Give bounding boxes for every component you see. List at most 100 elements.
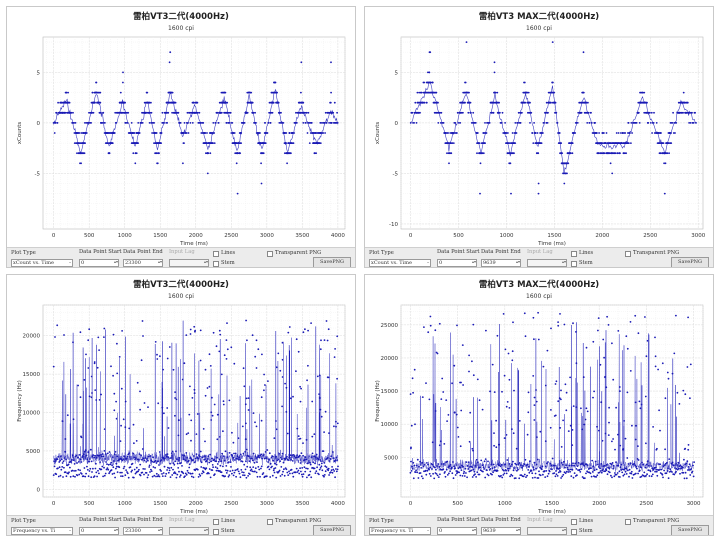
x-tick-label: 1000 (118, 501, 132, 507)
data-point (583, 477, 586, 480)
data-point (575, 406, 578, 408)
data-point (526, 463, 529, 466)
data-point (336, 335, 339, 338)
data-point (120, 387, 123, 390)
data-point (61, 420, 64, 422)
data-point (79, 469, 81, 472)
data-point (112, 456, 114, 459)
data-point (626, 457, 629, 459)
data-point (608, 471, 611, 474)
data-point (660, 468, 663, 471)
data-point (82, 475, 85, 478)
data-point (151, 475, 154, 478)
data-end-input[interactable]: 9639 ▴▾ (481, 527, 521, 535)
data-end-input[interactable]: 23300 ▴▾ (123, 259, 163, 267)
data-point (185, 433, 188, 436)
data-point (551, 41, 554, 43)
lines-checkbox[interactable] (213, 519, 219, 525)
save-png-button[interactable]: SavePNG (313, 525, 351, 535)
data-point (687, 444, 690, 446)
data-point (174, 391, 177, 393)
data-point (550, 327, 552, 330)
input-lag-input[interactable]: ▴▾ (527, 527, 567, 535)
lines-checkbox[interactable] (571, 251, 577, 257)
data-point (683, 477, 686, 480)
x-tick-label: 2500 (639, 501, 653, 507)
data-point (636, 458, 639, 460)
transparent-png-checkbox[interactable] (625, 251, 631, 257)
data-point (680, 467, 682, 470)
lines-checkbox[interactable] (213, 251, 219, 257)
data-point (224, 91, 227, 94)
transparent-png-checkbox[interactable] (625, 519, 631, 525)
data-point (214, 466, 217, 468)
data-start-input[interactable]: 0 ▴▾ (79, 259, 119, 267)
stem-checkbox[interactable] (571, 529, 577, 535)
data-point (412, 461, 415, 464)
data-point (177, 434, 180, 437)
data-start-input[interactable]: 0 ▴▾ (437, 259, 477, 267)
data-point (590, 467, 592, 469)
data-point (305, 122, 307, 124)
data-point (440, 398, 443, 400)
transparent-png-checkbox[interactable] (267, 251, 273, 257)
data-end-input[interactable]: 9639 ▴▾ (481, 259, 521, 267)
data-point (150, 111, 153, 114)
input-lag-input[interactable]: ▴▾ (169, 259, 209, 267)
data-point (659, 463, 662, 466)
input-lag-input[interactable]: ▴▾ (527, 259, 567, 267)
stem-checkbox[interactable] (571, 261, 577, 267)
data-point (322, 450, 325, 452)
data-point (325, 122, 328, 124)
data-start-input[interactable]: 0 ▴▾ (437, 527, 477, 535)
data-point (291, 454, 293, 457)
data-point (282, 122, 285, 124)
data-point (94, 454, 96, 457)
stem-checkbox[interactable] (213, 529, 219, 535)
data-point (507, 469, 510, 472)
stem-checkbox[interactable] (213, 261, 219, 267)
data-point (328, 122, 330, 124)
data-point (621, 471, 624, 474)
save-png-button[interactable]: SavePNG (671, 257, 709, 267)
data-point (228, 122, 231, 124)
data-point (449, 132, 452, 134)
save-png-button[interactable]: SavePNG (671, 525, 709, 535)
data-point (465, 461, 468, 463)
data-point (514, 142, 517, 145)
data-point (285, 457, 287, 460)
plot-type-select[interactable]: xCount vs. Time ⌄ (11, 259, 73, 267)
data-point (161, 473, 163, 475)
data-point (247, 475, 250, 477)
data-point (175, 398, 178, 401)
data-point (138, 132, 141, 134)
plot-type-select[interactable]: xCount vs. Time ⌄ (369, 259, 431, 267)
data-point (306, 379, 308, 382)
transparent-png-checkbox[interactable] (267, 519, 273, 525)
data-point (315, 470, 318, 473)
data-point (427, 91, 430, 94)
input-lag-input[interactable]: ▴▾ (169, 527, 209, 535)
data-point (201, 456, 204, 459)
data-point (669, 468, 672, 471)
data-point (141, 458, 143, 461)
data-point (230, 346, 233, 349)
data-point (414, 471, 417, 473)
data-point (162, 472, 165, 474)
lines-checkbox[interactable] (571, 519, 577, 525)
data-point (216, 463, 219, 465)
data-point (467, 461, 470, 464)
data-point (180, 462, 183, 464)
plot-type-select[interactable]: Frequency vs. Ti ⌄ (369, 527, 431, 535)
data-point (601, 469, 604, 472)
data-point (583, 423, 586, 426)
data-point (529, 122, 531, 124)
data-point (273, 437, 276, 439)
data-point (189, 328, 192, 331)
save-png-button[interactable]: SavePNG (313, 257, 351, 267)
data-point (618, 386, 621, 388)
data-end-input[interactable]: 23300 ▴▾ (123, 527, 163, 535)
plot-type-select[interactable]: Frequency vs. Ti ⌄ (11, 527, 73, 535)
data-point (512, 321, 514, 324)
data-start-input[interactable]: 0 ▴▾ (79, 527, 119, 535)
